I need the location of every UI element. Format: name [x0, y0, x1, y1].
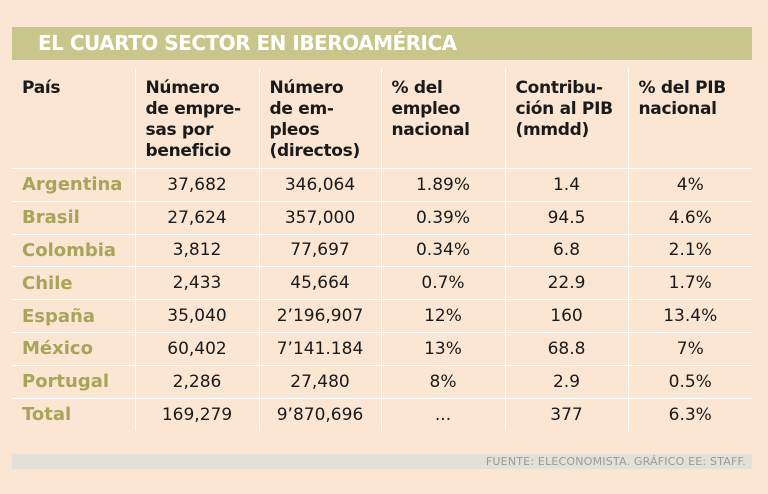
gdp-share-cell: 2.1% [627, 233, 752, 267]
col-header-employment-share: % del empleo nacional [380, 68, 505, 169]
header-line: beneficio [145, 141, 232, 161]
country-cell: Portugal [12, 364, 135, 399]
header-line: % del [391, 78, 443, 98]
country-cell: México [12, 331, 135, 366]
nonprofit-count-cell: 27,624 [134, 200, 259, 235]
employment-share-cell: 1.89% [380, 168, 505, 202]
gdp-contribution-cell: 160 [504, 299, 628, 333]
country-cell: Brasil [12, 200, 135, 235]
employees-cell: 77,697 [258, 233, 381, 267]
gdp-share-cell: 6.3% [627, 397, 752, 431]
header-line: % del PIB [638, 78, 727, 98]
header-line: Número [269, 78, 344, 98]
table-row: Colombia 3,812 77,697 0.34% 6.8 2.1% [12, 233, 752, 267]
employees-cell: 357,000 [258, 200, 381, 235]
employees-cell: 9’870,696 [258, 397, 381, 431]
gdp-contribution-cell: 22.9 [504, 266, 628, 300]
country-cell: España [12, 299, 135, 333]
table-row: México 60,402 7’141.184 13% 68.8 7% [12, 331, 752, 366]
gdp-share-cell: 0.5% [627, 364, 752, 399]
source-bar: FUENTE: ELECONOMISTA. GRÁFICO EE: STAFF. [12, 454, 752, 469]
title-bar: EL CUARTO SECTOR EN IBEROAMÉRICA [12, 27, 752, 60]
col-header-nonprofit-count: Número de empre-sas por beneficio [134, 68, 259, 169]
employees-cell: 27,480 [258, 364, 381, 399]
header-line: Contribu- [515, 78, 604, 98]
gdp-share-cell: 13.4% [627, 299, 752, 333]
gdp-share-cell: 4.6% [627, 200, 752, 235]
nonprofit-count-cell: 169,279 [134, 397, 259, 431]
header-row: País Número de empre-sas por beneficio Númer… [12, 68, 752, 169]
nonprofit-count-cell: 60,402 [134, 331, 259, 366]
employment-share-cell: ... [380, 397, 505, 431]
country-cell: Chile [12, 266, 135, 300]
gdp-contribution-cell: 68.8 [504, 331, 628, 366]
col-header-gdp-contribution: Contribu-ción al PIB (mmdd) [504, 68, 628, 169]
header-line: pleos [269, 120, 320, 140]
header-line: Número [145, 78, 220, 98]
header-line: de em- [269, 99, 334, 119]
employment-share-cell: 0.39% [380, 200, 505, 235]
employment-share-cell: 8% [380, 364, 505, 399]
header-line: sas por [145, 120, 214, 140]
header-line: nacional [391, 120, 470, 140]
header-line: País [22, 78, 61, 98]
table-row: Total 169,279 9’870,696... 377 6.3% [12, 397, 752, 431]
country-cell: Colombia [12, 233, 135, 267]
header-line: empleo [391, 99, 461, 119]
nonprofit-count-cell: 3,812 [134, 233, 259, 267]
employment-share-cell: 0.34% [380, 233, 505, 267]
employment-share-cell: 0.7% [380, 266, 505, 300]
data-table: País Número de empre-sas por beneficio Númer… [12, 68, 752, 431]
header-line: nacional [638, 99, 717, 119]
employees-cell: 2’196,907 [258, 299, 381, 333]
gdp-contribution-cell: 2.9 [504, 364, 628, 399]
table-row: Brasil 27,624 357,000 0.39% 94.5 4.6% [12, 200, 752, 235]
gdp-share-cell: 7% [627, 331, 752, 366]
gdp-share-cell: 4% [627, 168, 752, 202]
source-credit: FUENTE: ELECONOMISTA. GRÁFICO EE: STAFF. [485, 455, 746, 468]
gdp-contribution-cell: 94.5 [504, 200, 628, 235]
gdp-contribution-cell: 377 [504, 397, 628, 431]
nonprofit-count-cell: 35,040 [134, 299, 259, 333]
table-body: Argentina 37,682 346,064 1.89% 1.4 4% Brasil 27… [12, 168, 752, 431]
header-line: ción al PIB [515, 99, 614, 119]
table-row: Chile 2,433 45,664 0.7% 22.9 1.7% [12, 266, 752, 300]
country-cell: Total [12, 397, 135, 431]
nonprofit-count-cell: 2,286 [134, 364, 259, 399]
employees-cell: 7’141.184 [258, 331, 381, 366]
gdp-share-cell: 1.7% [627, 266, 752, 300]
employees-cell: 346,064 [258, 168, 381, 202]
employment-share-cell: 13% [380, 331, 505, 366]
employees-cell: 45,664 [258, 266, 381, 300]
table-row: España 35,040 2’196,907 12% 160 13.4% [12, 299, 752, 333]
table-title: EL CUARTO SECTOR EN IBEROAMÉRICA [38, 31, 457, 55]
employment-share-cell: 12% [380, 299, 505, 333]
header-line: (mmdd) [515, 120, 590, 140]
header-line: de empre- [145, 99, 242, 119]
table-row: Argentina 37,682 346,064 1.89% 1.4 4% [12, 168, 752, 202]
table-row: Portugal 2,286 27,480 8% 2.9 0.5% [12, 364, 752, 399]
col-header-gdp-share: % del PIB nacional [627, 68, 752, 169]
gdp-contribution-cell: 6.8 [504, 233, 628, 267]
col-header-employees: Número de em-pleos (directos) [258, 68, 381, 169]
col-header-country: País [12, 68, 135, 169]
gdp-contribution-cell: 1.4 [504, 168, 628, 202]
header-line: (directos) [269, 141, 361, 161]
nonprofit-count-cell: 2,433 [134, 266, 259, 300]
nonprofit-count-cell: 37,682 [134, 168, 259, 202]
country-cell: Argentina [12, 168, 135, 202]
